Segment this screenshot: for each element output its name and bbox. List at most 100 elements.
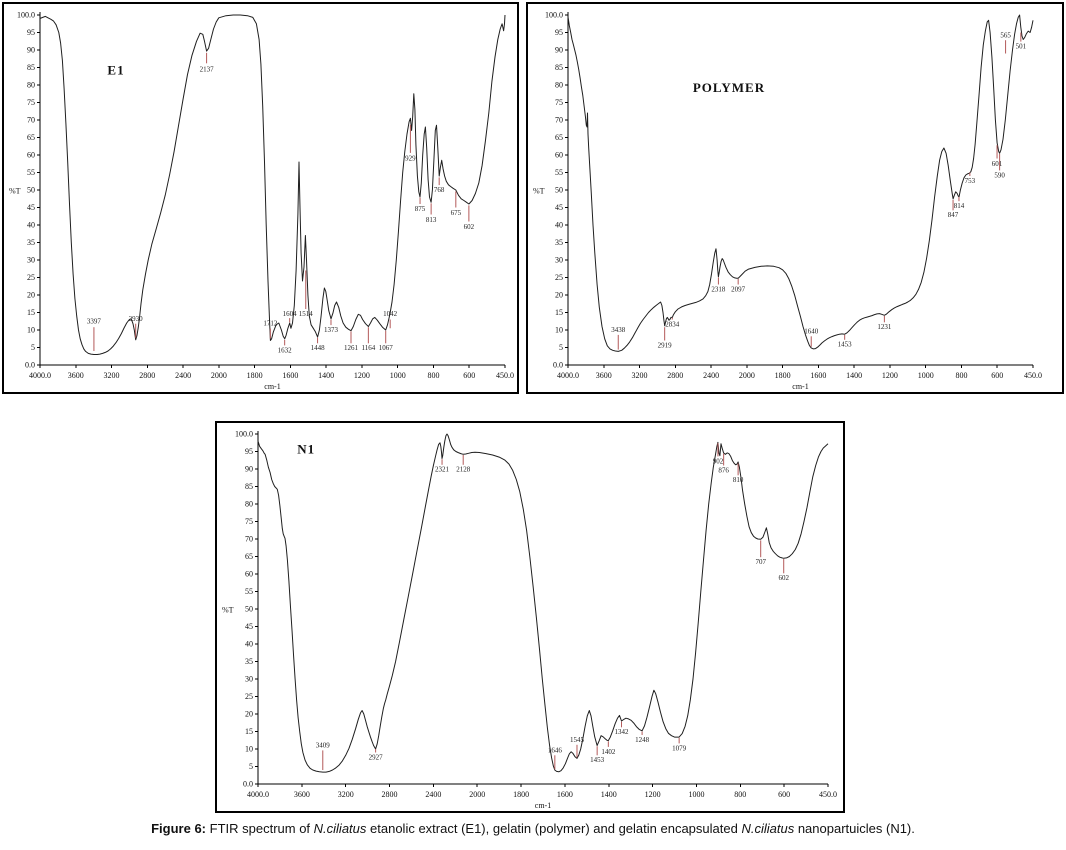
x-tick-label: 3200 [632, 371, 648, 380]
y-tick-label: 30 [555, 256, 563, 265]
peak-label-707: 707 [755, 558, 766, 566]
peak-label-565: 565 [1000, 31, 1011, 39]
peak-label-875: 875 [415, 205, 426, 213]
y-tick-label: 75 [555, 98, 563, 107]
y-tick-label: 85 [245, 482, 253, 491]
y-axis-title: %T [222, 606, 234, 615]
figure-caption: Figure 6: FTIR spectrum of N.ciliatus et… [0, 821, 1066, 836]
peak-label-2930: 2930 [129, 315, 144, 323]
peak-label-1402: 1402 [601, 748, 616, 756]
y-tick-label: 80 [555, 81, 563, 90]
y-tick-label: 40 [27, 221, 35, 230]
x-tick-label: 1400 [601, 790, 617, 799]
x-tick-label: 2400 [703, 371, 719, 380]
caption-text-2: etanolic extract (E1), gelatin (polymer)… [366, 821, 742, 836]
y-tick-label: 5 [249, 762, 253, 771]
spectrum-svg-polymer: 4000.0 3600 3200 2800 2400 2000 1800 1600 1400 12… [533, 11, 1042, 392]
x-tick-label: 1800 [247, 371, 263, 380]
x-tick-label: 2400 [425, 790, 441, 799]
x-tick-label: 2800 [382, 790, 398, 799]
x-tick-label: 2400 [175, 371, 191, 380]
y-tick-label: 70 [245, 535, 253, 544]
y-tick-label: 15 [27, 308, 35, 317]
x-tick-label: 800 [734, 790, 746, 799]
y-tick-label: 35 [555, 238, 563, 247]
peak-label-1079: 1079 [672, 744, 687, 752]
y-tick-label: 15 [245, 727, 253, 736]
x-tick-label: 1600 [810, 371, 826, 380]
caption-text-3: nanopartuicles (N1). [794, 821, 915, 836]
peak-label-1604: 1604 [283, 310, 298, 318]
y-tick-label: 60 [27, 151, 35, 160]
peak-label-768: 768 [434, 186, 445, 194]
peak-label-1373: 1373 [324, 326, 339, 334]
peak-label-1231: 1231 [877, 323, 892, 331]
peak-label-2834: 2834 [665, 320, 680, 328]
peak-labels-e1: 3397 2930 2137 1712 1632 1604 1514 1448 1373 1261… [87, 52, 475, 354]
y-tick-label: 95 [555, 28, 563, 37]
x-tick-label: 1000 [390, 371, 406, 380]
spectrum-svg-e1: 4000.0 3600 3200 2800 2400 2000 1800 1600 1400 12… [9, 11, 514, 392]
peak-label-2919: 2919 [658, 341, 673, 349]
x-tick-label: 3200 [104, 371, 120, 380]
x-tick-label: 1200 [354, 371, 370, 380]
y-tick-label: 90 [27, 46, 35, 55]
y-tick-label: 10 [245, 745, 253, 754]
x-tick-label: 1600 [557, 790, 573, 799]
y-tick-label: 55 [245, 587, 253, 596]
y-tick-label: 65 [555, 133, 563, 142]
y-tick-label: 35 [27, 238, 35, 247]
peak-label-2321: 2321 [435, 466, 450, 474]
spectrum-svg-n1: 4000.0 3600 3200 2800 2400 2000 1800 1600 1400 12… [222, 430, 837, 811]
peak-label-1342: 1342 [614, 728, 629, 736]
axes-polymer [565, 12, 1034, 368]
y-tick-label: 5 [31, 343, 35, 352]
y-tick-label: 30 [245, 675, 253, 684]
x-tick-label: 450.0 [1024, 371, 1042, 380]
y-tick-label: 65 [27, 133, 35, 142]
chart-title-polymer: POLYMER [693, 80, 765, 95]
y-tick-label: 55 [555, 168, 563, 177]
chart-title-n1: N1 [297, 441, 315, 456]
caption-figure-number: Figure 6: [151, 821, 207, 836]
y-tick-label: 45 [27, 203, 35, 212]
y-tick-label: 25 [27, 273, 35, 282]
x-tick-label: 2800 [667, 371, 683, 380]
y-tick-label: 100.0 [17, 11, 35, 20]
y-tick-label: 75 [27, 98, 35, 107]
y-tick-label: 10 [555, 326, 563, 335]
peak-label-1640: 1640 [804, 327, 819, 335]
peak-label-1453: 1453 [590, 756, 605, 764]
x-tick-label: 1800 [775, 371, 791, 380]
peak-label-675: 675 [451, 209, 462, 217]
y-tick-label: 80 [245, 500, 253, 509]
y-tick-label: 40 [555, 221, 563, 230]
chart-panel-n1: 4000.0 3600 3200 2800 2400 2000 1800 1600 1400 12… [215, 421, 845, 813]
peak-label-1261: 1261 [344, 344, 359, 352]
peak-label-2137: 2137 [200, 65, 215, 73]
axes-e1 [37, 12, 506, 368]
y-tick-label: 60 [555, 151, 563, 160]
y-tick-label: 15 [555, 308, 563, 317]
x-tick-label: 4000.0 [557, 371, 579, 380]
chart-title-e1: E1 [107, 63, 124, 78]
peak-label-810: 810 [733, 476, 744, 484]
x-tick-label: 1600 [282, 371, 298, 380]
y-tick-label: 50 [555, 186, 563, 195]
y-tick-label: 0.0 [243, 780, 253, 789]
peak-label-602: 602 [464, 223, 475, 231]
x-tick-label: 600 [778, 790, 790, 799]
x-tick-label: 3600 [596, 371, 612, 380]
x-tick-label: 1400 [846, 371, 862, 380]
peak-label-847: 847 [948, 211, 959, 219]
y-axis-title: %T [533, 187, 545, 196]
x-tick-label: 1200 [882, 371, 898, 380]
peak-label-1042: 1042 [383, 310, 398, 318]
peak-label-3409: 3409 [316, 742, 331, 750]
peak-label-929: 929 [405, 155, 416, 163]
x-tick-label: 3200 [338, 790, 354, 799]
peak-label-1164: 1164 [361, 344, 375, 352]
y-tick-label: 85 [555, 63, 563, 72]
